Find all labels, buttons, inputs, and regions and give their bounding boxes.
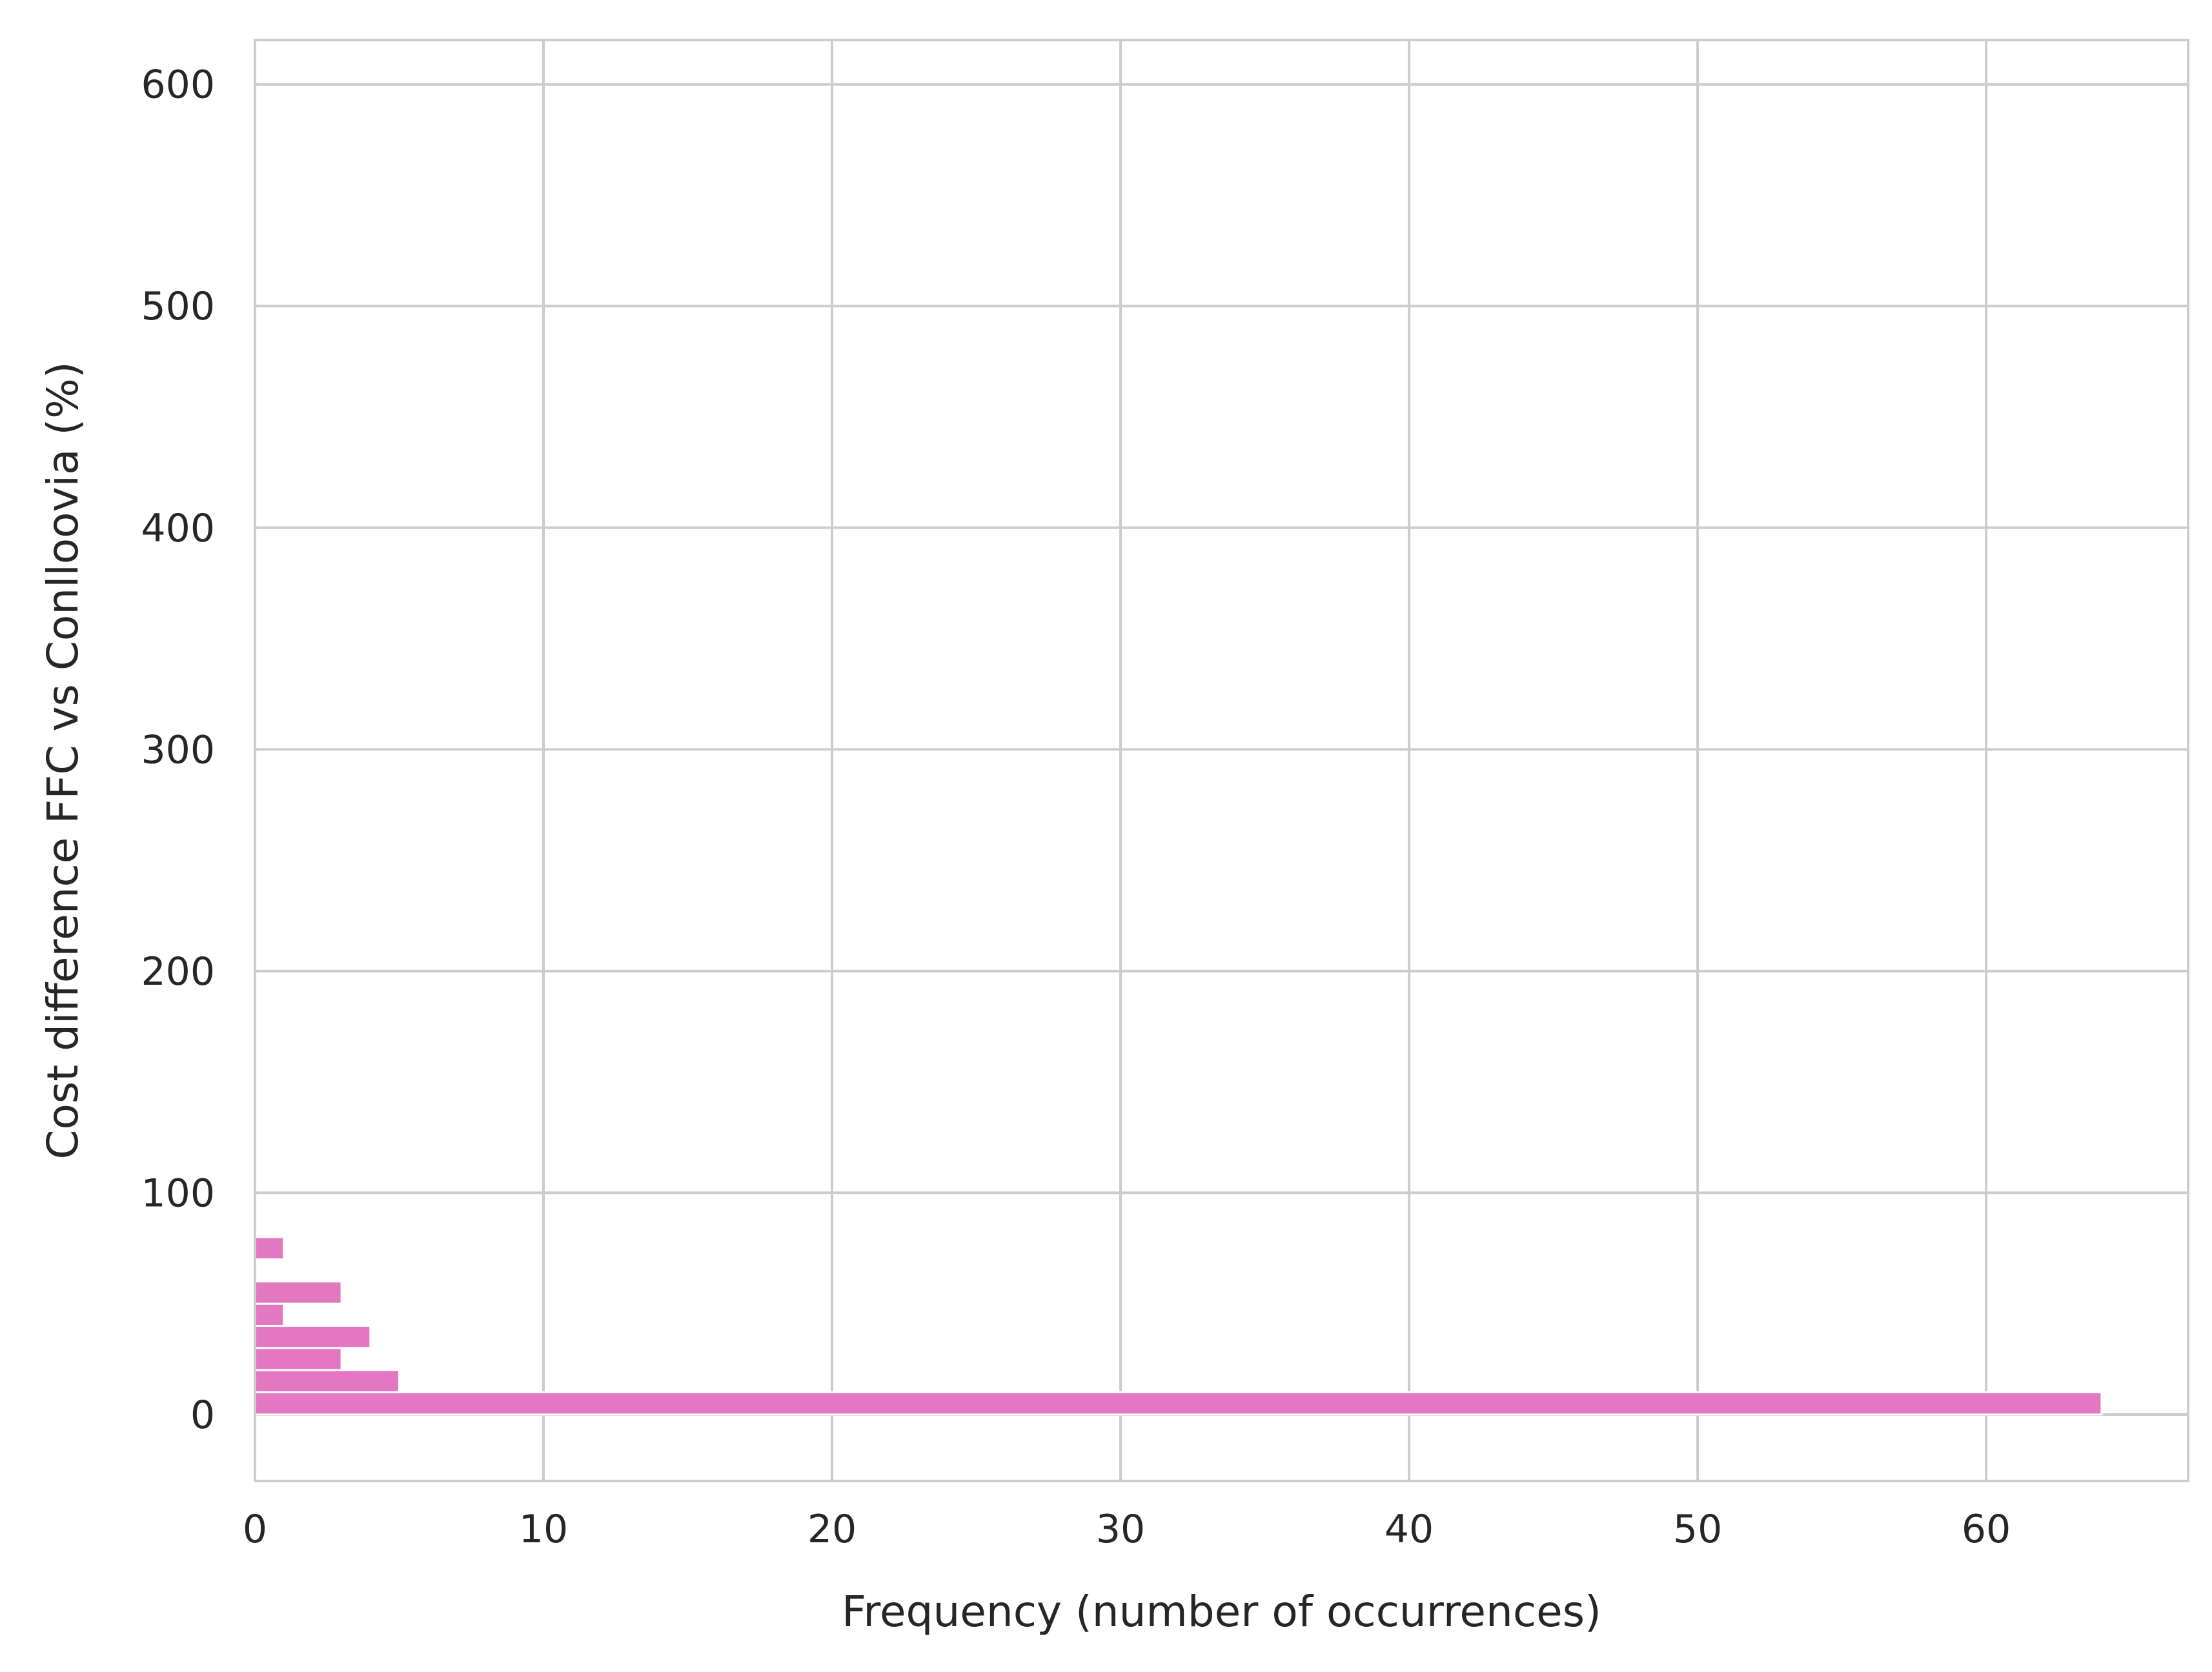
y-tick-label: 100 xyxy=(141,1171,215,1216)
y-tick-label: 300 xyxy=(141,727,215,772)
histogram-bar xyxy=(254,1236,285,1260)
y-axis-title: Cost difference FFC vs Conlloovia (%) xyxy=(38,361,88,1159)
histogram-bar xyxy=(254,1280,343,1305)
histogram-bar xyxy=(254,1347,343,1371)
histogram-bars xyxy=(254,1236,2103,1416)
plot-frame xyxy=(254,39,2189,1482)
x-tick-label: 40 xyxy=(1385,1507,1434,1552)
histogram-bar xyxy=(254,1302,285,1327)
x-tick-label: 50 xyxy=(1673,1507,1722,1552)
y-tick-label: 600 xyxy=(141,63,215,108)
y-tick-label: 200 xyxy=(141,949,215,994)
x-tick-label: 30 xyxy=(1096,1507,1145,1552)
y-tick-labels: 0 100 200 300 400 500 600 xyxy=(141,63,215,1438)
y-tick-label: 0 xyxy=(190,1393,215,1438)
y-tick-label: 500 xyxy=(141,284,215,329)
x-tick-labels: 0 10 20 30 40 50 60 xyxy=(243,1507,2011,1552)
x-axis-title: Frequency (number of occurrences) xyxy=(842,1587,1601,1637)
y-tick-label: 400 xyxy=(141,506,215,551)
histogram-bar xyxy=(254,1391,2103,1416)
x-tick-label: 60 xyxy=(1962,1507,2011,1552)
histogram-bar xyxy=(254,1325,372,1349)
x-tick-label: 0 xyxy=(243,1507,267,1552)
histogram-bar xyxy=(254,1369,401,1394)
x-tick-label: 20 xyxy=(807,1507,857,1552)
grid-lines xyxy=(254,40,2188,1481)
x-tick-label: 10 xyxy=(519,1507,568,1552)
